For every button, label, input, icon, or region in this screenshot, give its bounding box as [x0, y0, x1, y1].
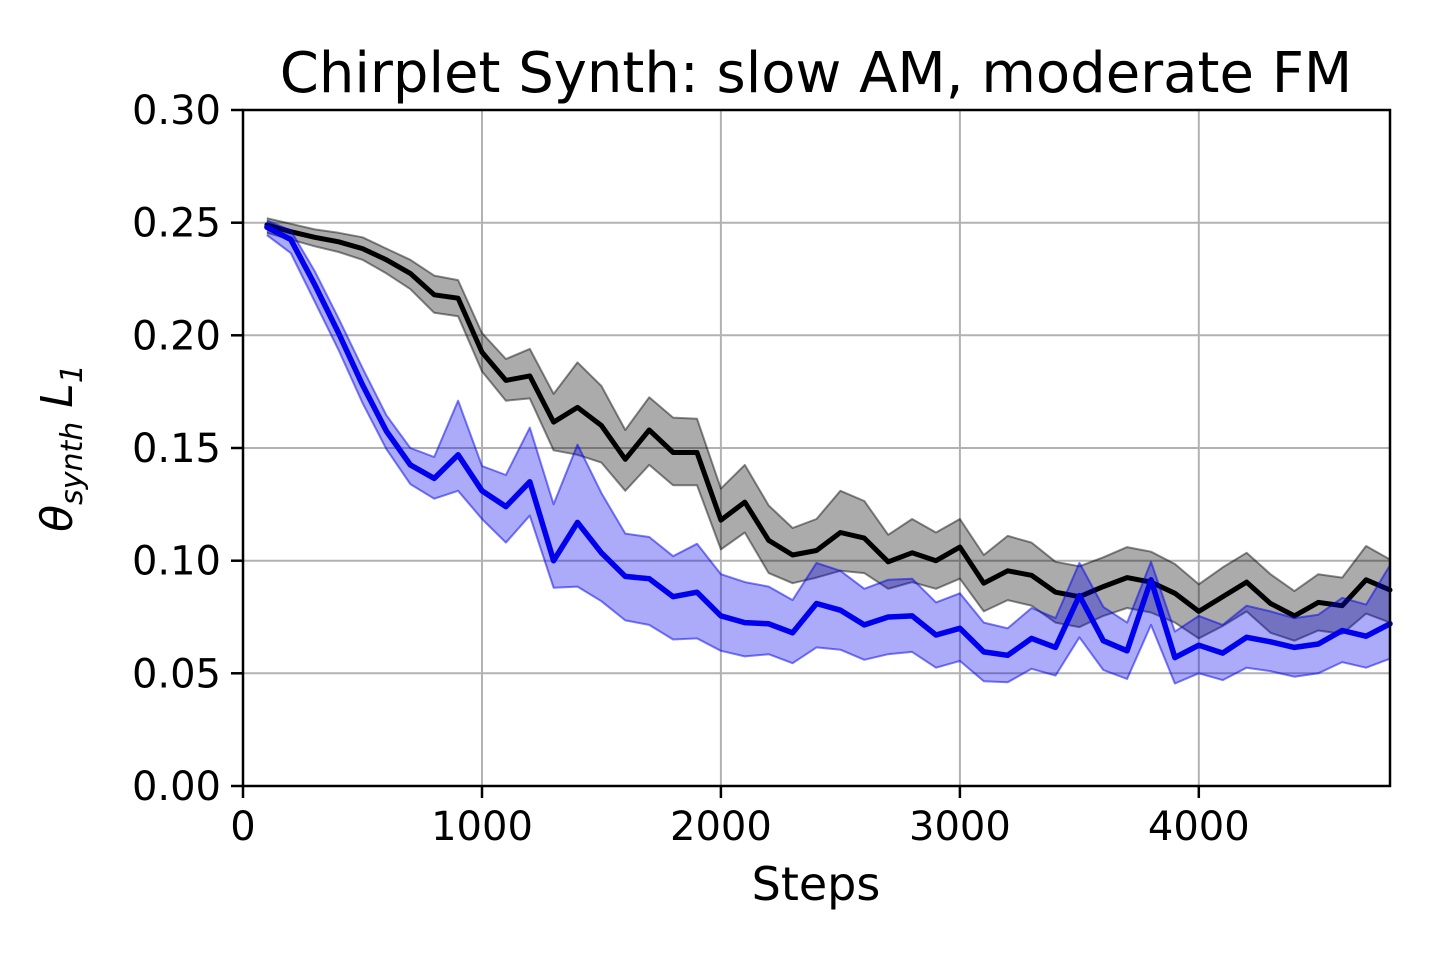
ylabel-L: L	[32, 383, 83, 408]
y-tick-label: 0.15	[132, 426, 221, 472]
x-tick-label: 0	[230, 804, 255, 850]
blue-curve-line	[264, 224, 1393, 661]
x-tick-label: 1000	[431, 804, 533, 850]
grid-lines	[242, 109, 1390, 787]
black-curve-band-upper-edge	[266, 217, 1391, 593]
black-curve-band	[266, 218, 1390, 641]
x-tick-label: 3000	[909, 804, 1011, 850]
black-curve-band-lower-edge	[266, 231, 1391, 642]
y-tick-label: 0.00	[132, 764, 221, 810]
blue-curve-band-lower-edge	[266, 234, 1391, 685]
y-tick-label: 0.30	[132, 88, 221, 134]
x-tick-label: 4000	[1148, 804, 1250, 850]
y-tick-label: 0.10	[132, 539, 221, 585]
y-axis-label: θsynth L1	[32, 364, 90, 532]
series-layer	[264, 217, 1393, 685]
x-axis-label: Steps	[752, 857, 881, 911]
blue-curve-band-upper-edge	[266, 219, 1391, 633]
y-tick-label: 0.25	[132, 201, 221, 247]
tick-layer: 0.00 0.05 0.10 0.15 0.20 0.25 0.30 0 1000 2000 300…	[132, 88, 1250, 850]
ylabel-theta: θ	[32, 505, 83, 532]
black-curve-line	[264, 222, 1393, 619]
ylabel-subscript-1: 1	[55, 364, 90, 383]
chart-title: Chirplet Synth: slow AM, moderate FM	[280, 41, 1353, 106]
y-tick-label: 0.20	[132, 313, 221, 359]
ylabel-subscript-synth: synth	[55, 422, 90, 505]
y-tick-label: 0.05	[132, 651, 221, 697]
x-tick-label: 2000	[670, 804, 772, 850]
